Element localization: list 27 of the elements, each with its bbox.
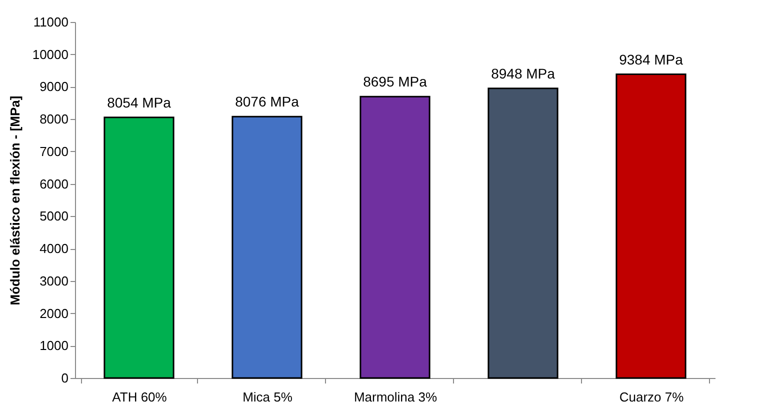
data-label: 9384 MPa: [619, 51, 684, 68]
data-label: 8695 MPa: [363, 74, 428, 90]
data-label: 8054 MPa: [107, 94, 172, 110]
y-tick-label: 7000: [40, 144, 68, 159]
y-tick-label: 9000: [40, 79, 68, 94]
y-tick-label: 4000: [40, 241, 68, 256]
data-label: 8948 MPa: [491, 65, 556, 82]
y-tick-label: 10000: [32, 46, 68, 62]
y-tick-label: 3000: [40, 273, 68, 288]
y-tick-label: 1000: [40, 338, 68, 354]
bar: [488, 88, 558, 379]
y-tick-label: 0: [61, 370, 68, 386]
y-tick-label: 8000: [40, 112, 68, 127]
data-label: 8076 MPa: [235, 94, 300, 110]
y-tick-label: 5000: [40, 208, 68, 224]
y-tick-label: 6000: [40, 176, 68, 192]
x-tick-label: Cuarzo 7%: [619, 390, 684, 404]
x-tick-label: Marmolina 3%: [354, 390, 438, 404]
y-tick-label: 11000: [33, 14, 68, 30]
bar: [616, 74, 686, 379]
y-tick-label: 2000: [40, 306, 68, 321]
bar: [232, 116, 302, 379]
bar: [360, 96, 430, 379]
x-tick-label: Mica 5%: [242, 390, 293, 404]
y-axis-title: Módulo elástico en flexión - [MPa]: [7, 96, 22, 306]
x-tick-label: ATH 60%: [112, 390, 168, 404]
bar: [104, 116, 174, 379]
